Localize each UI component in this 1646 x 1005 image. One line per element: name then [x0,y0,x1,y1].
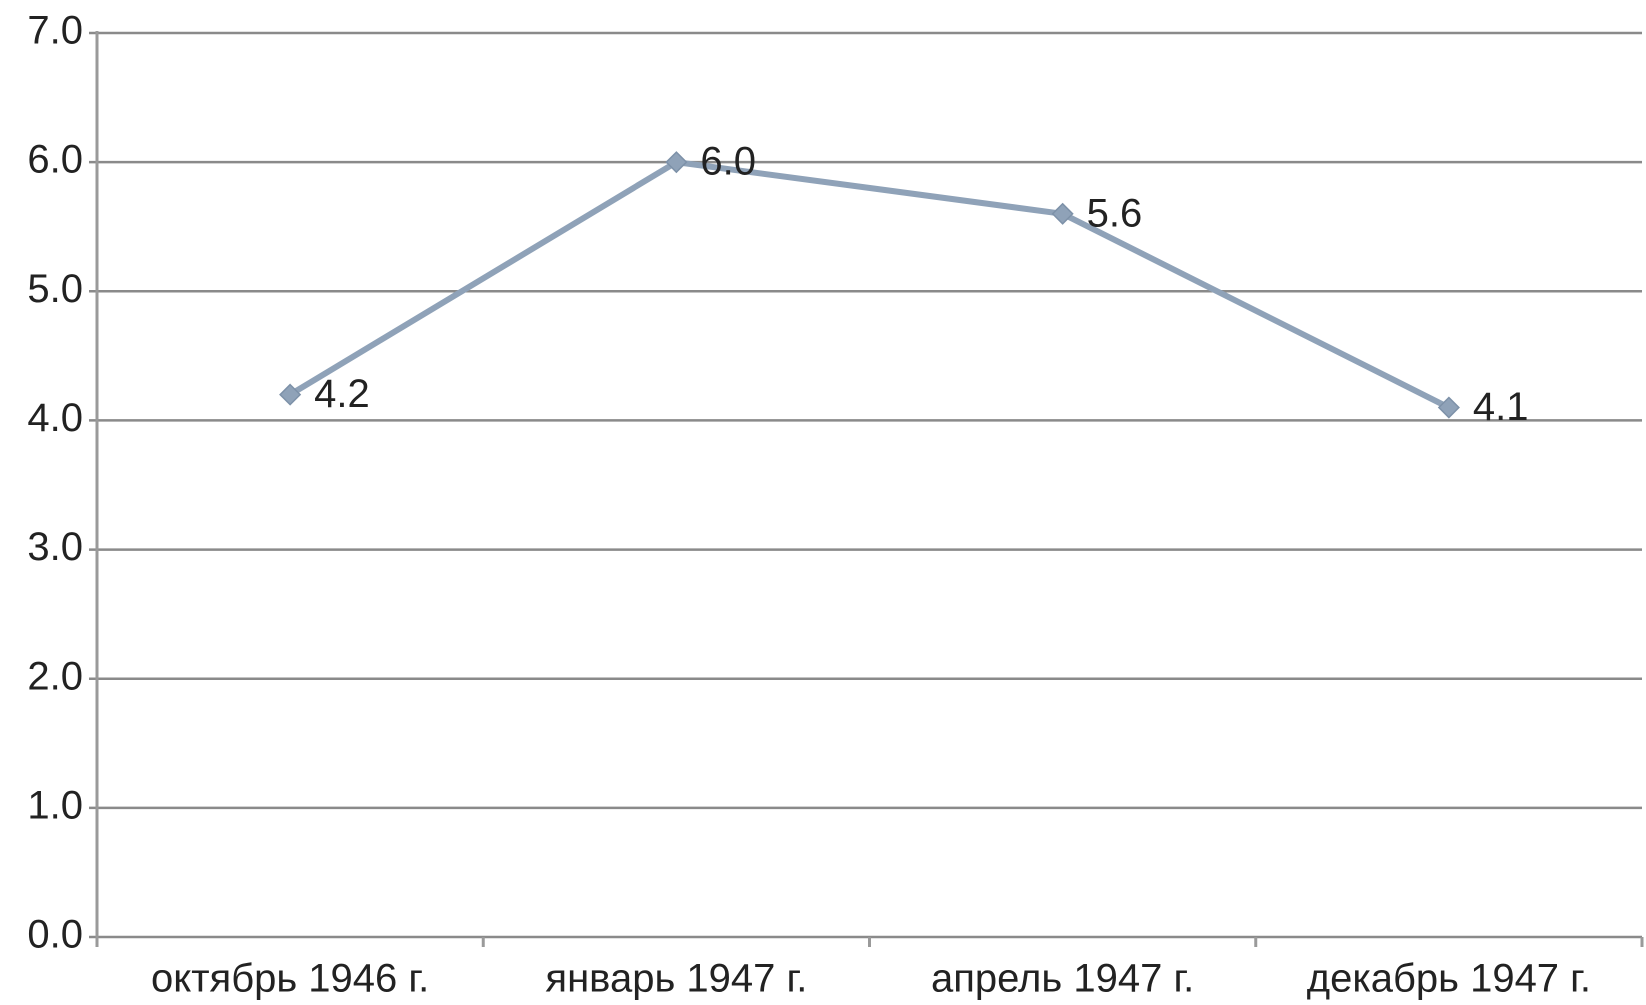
data-point [1051,202,1074,225]
x-tick-label: декабрь 1947 г. [1307,957,1591,1001]
y-tick-label: 3.0 [27,525,83,569]
y-tick-label: 0.0 [27,913,83,957]
y-tick-label: 7.0 [27,9,83,53]
data-label: 4.1 [1473,385,1529,429]
y-tick-label: 2.0 [27,654,83,698]
y-tick-label: 5.0 [27,267,83,311]
data-label: 4.2 [314,372,370,416]
y-tick-label: 6.0 [27,138,83,182]
data-label: 6.0 [700,140,756,184]
data-label: 5.6 [1087,191,1143,235]
data-point [279,383,302,406]
data-point [1437,396,1460,419]
y-tick-label: 4.0 [27,396,83,440]
x-tick-label: январь 1947 г. [545,957,807,1001]
x-tick-label: октябрь 1946 г. [151,957,429,1001]
y-tick-label: 1.0 [27,783,83,827]
series-line [288,159,1451,411]
x-tick-label: апрель 1947 г. [931,957,1194,1001]
data-point [665,151,688,174]
